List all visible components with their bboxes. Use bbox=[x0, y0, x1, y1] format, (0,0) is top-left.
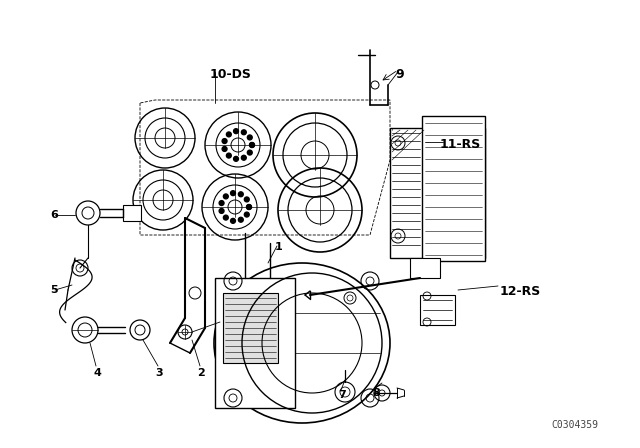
Text: 1: 1 bbox=[275, 242, 283, 252]
Circle shape bbox=[234, 156, 239, 161]
Text: 5: 5 bbox=[50, 285, 58, 295]
Circle shape bbox=[244, 212, 249, 217]
Bar bbox=[420, 295, 455, 325]
Circle shape bbox=[247, 135, 252, 140]
Text: 10-DS: 10-DS bbox=[210, 68, 252, 81]
Circle shape bbox=[219, 208, 224, 213]
Bar bbox=[390, 128, 485, 258]
Circle shape bbox=[250, 142, 255, 147]
Circle shape bbox=[223, 194, 228, 199]
Circle shape bbox=[238, 217, 243, 222]
Text: 3: 3 bbox=[155, 368, 163, 378]
Bar bbox=[422, 116, 485, 261]
Text: 11-RS: 11-RS bbox=[440, 138, 481, 151]
Circle shape bbox=[247, 150, 252, 155]
Text: 9: 9 bbox=[395, 68, 404, 81]
Circle shape bbox=[230, 218, 236, 224]
Ellipse shape bbox=[214, 263, 390, 423]
Bar bbox=[223, 293, 278, 363]
Text: C0304359: C0304359 bbox=[552, 420, 598, 430]
Bar bbox=[123, 205, 141, 221]
Text: 6: 6 bbox=[50, 210, 58, 220]
Circle shape bbox=[241, 155, 246, 160]
Bar bbox=[410, 258, 440, 278]
Text: 2: 2 bbox=[197, 368, 205, 378]
Circle shape bbox=[238, 192, 243, 197]
Text: 4: 4 bbox=[93, 368, 101, 378]
Circle shape bbox=[219, 201, 224, 206]
Circle shape bbox=[246, 204, 252, 210]
Circle shape bbox=[246, 204, 252, 210]
Bar bbox=[215, 278, 295, 408]
Circle shape bbox=[223, 215, 228, 220]
Text: 12-RS: 12-RS bbox=[500, 285, 541, 298]
Circle shape bbox=[222, 138, 227, 143]
Circle shape bbox=[244, 197, 249, 202]
Circle shape bbox=[227, 153, 231, 158]
Circle shape bbox=[230, 191, 236, 196]
Circle shape bbox=[227, 132, 231, 137]
Circle shape bbox=[250, 142, 255, 147]
Circle shape bbox=[222, 146, 227, 151]
Circle shape bbox=[241, 130, 246, 135]
Text: 7: 7 bbox=[338, 390, 346, 400]
Text: 8: 8 bbox=[372, 388, 380, 398]
Circle shape bbox=[234, 129, 239, 134]
